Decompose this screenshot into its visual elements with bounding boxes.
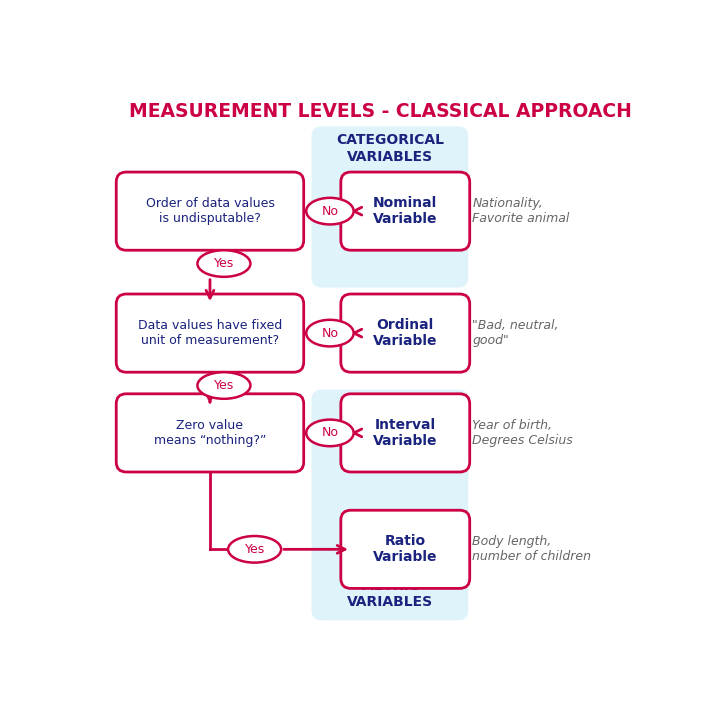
Ellipse shape	[306, 198, 354, 225]
Text: METRIC
VARIABLES: METRIC VARIABLES	[347, 579, 433, 609]
Text: Nominal
Variable: Nominal Variable	[373, 196, 438, 226]
Text: Ordinal
Variable: Ordinal Variable	[373, 318, 438, 348]
FancyBboxPatch shape	[341, 172, 469, 251]
Text: Year of birth,
Degrees Celsius: Year of birth, Degrees Celsius	[472, 419, 573, 447]
Text: No: No	[321, 327, 338, 340]
Text: "Bad, neutral,
good": "Bad, neutral, good"	[472, 319, 559, 347]
Ellipse shape	[197, 372, 251, 399]
Ellipse shape	[228, 536, 281, 562]
Text: No: No	[321, 426, 338, 439]
Text: CATEGORICAL
VARIABLES: CATEGORICAL VARIABLES	[336, 133, 444, 163]
Text: Yes: Yes	[214, 257, 234, 270]
FancyBboxPatch shape	[116, 394, 304, 472]
Ellipse shape	[306, 320, 354, 346]
Text: Body length,
number of children: Body length, number of children	[472, 536, 591, 563]
Text: Ratio
Variable: Ratio Variable	[373, 534, 438, 564]
FancyBboxPatch shape	[116, 294, 304, 372]
Text: Yes: Yes	[245, 543, 265, 556]
FancyBboxPatch shape	[312, 390, 468, 621]
Ellipse shape	[306, 420, 354, 446]
Text: Order of data values
is undisputable?: Order of data values is undisputable?	[145, 197, 274, 225]
Text: MEASUREMENT LEVELS - CLASSICAL APPROACH: MEASUREMENT LEVELS - CLASSICAL APPROACH	[129, 102, 631, 121]
FancyBboxPatch shape	[116, 172, 304, 251]
Text: Zero value
means “nothing?”: Zero value means “nothing?”	[154, 419, 266, 447]
Text: Nationality,
Favorite animal: Nationality, Favorite animal	[472, 197, 570, 225]
FancyBboxPatch shape	[312, 126, 468, 288]
Ellipse shape	[197, 251, 251, 276]
FancyBboxPatch shape	[341, 394, 469, 472]
Text: No: No	[321, 204, 338, 217]
FancyBboxPatch shape	[341, 510, 469, 588]
Text: Interval
Variable: Interval Variable	[373, 418, 438, 448]
Text: Data values have fixed
unit of measurement?: Data values have fixed unit of measureme…	[138, 319, 282, 347]
FancyBboxPatch shape	[341, 294, 469, 372]
Text: Yes: Yes	[214, 379, 234, 392]
